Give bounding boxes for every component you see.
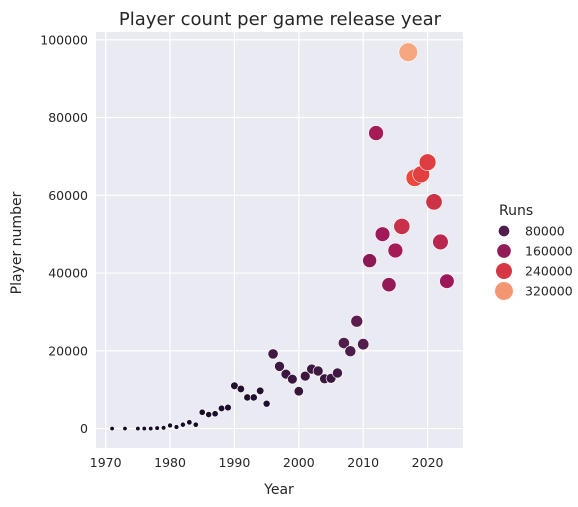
data-point [368,125,384,141]
data-point [141,426,147,432]
data-point [274,361,285,372]
data-point [393,217,411,235]
x-tick-labels: 1970 1980 1990 2000 2010 2020 [90,455,444,470]
data-point [217,404,226,412]
data-point [243,393,252,402]
data-point [135,426,141,432]
data-point [398,42,418,62]
data-point [154,425,160,431]
chart-title: Player count per game release year [119,9,442,30]
y-tick-label: 100000 [40,32,88,47]
data-point [362,253,377,268]
legend-marker [498,225,510,237]
data-point [381,277,397,293]
data-point [337,337,350,349]
y-tick-label: 40000 [48,266,88,281]
data-point [262,399,271,408]
data-point [350,314,364,328]
legend-label: 80000 [525,224,565,239]
data-point [192,421,199,428]
data-point [198,408,206,416]
data-point [109,426,115,432]
legend-title: Runs [499,203,533,219]
data-point [122,426,128,432]
legend-label: 320000 [525,284,573,299]
data-point [249,393,258,402]
y-tick-label: 0 [80,421,88,436]
x-axis-label: Year [263,482,294,498]
x-tick-label: 1980 [154,455,186,470]
legend: Runs 80000 160000 240000 320000 [494,203,573,301]
data-point [439,273,455,289]
data-point [344,345,357,358]
data-point [173,424,180,430]
data-point [425,193,443,211]
data-point [148,425,154,432]
data-point [293,386,304,397]
x-tick-label: 1970 [90,455,122,470]
data-point [236,384,245,393]
y-tick-label: 80000 [48,110,88,125]
data-point [357,338,370,351]
data-point [167,422,173,429]
y-tick-labels: 0 20000 40000 60000 80000 100000 [40,32,88,436]
y-tick-label: 20000 [48,343,88,358]
data-point [256,386,265,395]
data-point [432,233,449,251]
data-point [418,153,437,171]
data-point [211,410,219,418]
data-point [374,226,391,242]
data-point [387,242,404,259]
y-tick-label: 60000 [48,188,88,203]
legend-label: 240000 [525,264,573,279]
data-point [205,411,213,418]
y-axis-label: Player number [9,191,25,294]
x-tick-label: 2020 [412,455,444,470]
x-tick-label: 2000 [283,455,315,470]
data-point [267,348,279,360]
x-tick-label: 1990 [219,455,251,470]
data-point [160,425,167,431]
data-point [287,374,298,385]
data-point [332,367,343,379]
data-point [230,381,239,390]
plot-area [96,32,463,448]
data-point [300,370,311,382]
grid-lines [96,32,463,448]
data-points [109,42,455,432]
x-tick-label: 2010 [347,455,379,470]
legend-marker [495,262,513,280]
data-point [186,419,193,426]
legend-marker [496,243,512,259]
data-point [312,365,324,377]
data-point [180,421,186,428]
legend-label: 160000 [525,244,573,259]
legend-marker [494,281,514,301]
data-point [224,403,232,412]
